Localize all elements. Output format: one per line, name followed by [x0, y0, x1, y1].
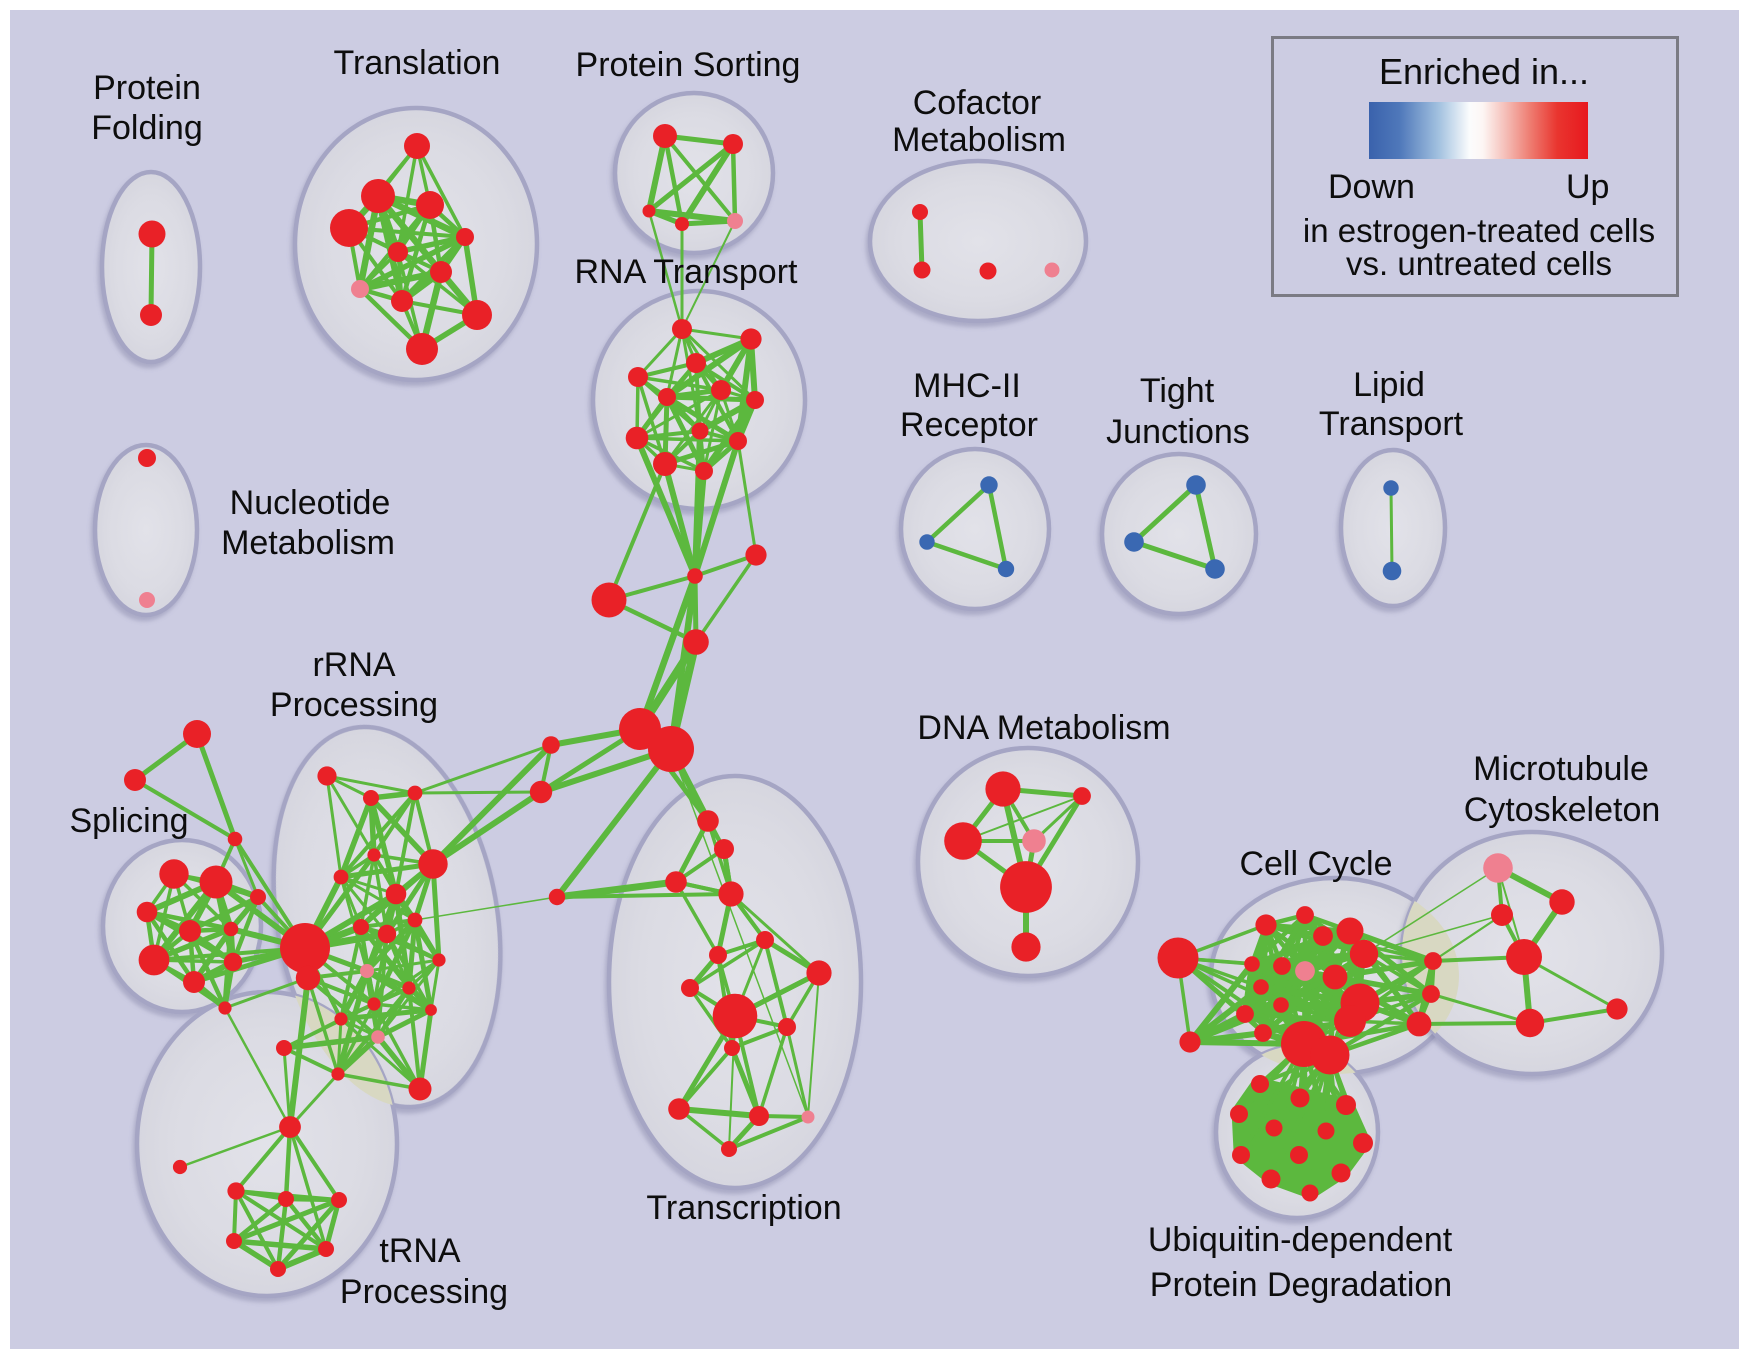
svg-text:Metabolism: Metabolism — [892, 121, 1066, 159]
svg-text:Lipid: Lipid — [1353, 366, 1425, 404]
svg-text:Protein Degradation: Protein Degradation — [1150, 1266, 1452, 1304]
svg-text:in estrogen-treated cells: in estrogen-treated cells — [1303, 212, 1655, 249]
svg-text:Enriched in...: Enriched in... — [1379, 51, 1589, 92]
svg-text:Splicing: Splicing — [69, 802, 188, 840]
svg-text:Transcription: Transcription — [646, 1189, 841, 1227]
svg-text:Transport: Transport — [1319, 405, 1464, 443]
svg-text:Receptor: Receptor — [900, 406, 1038, 444]
svg-text:RNA Transport: RNA Transport — [575, 253, 799, 291]
svg-text:Tight: Tight — [1140, 372, 1215, 410]
svg-text:Metabolism: Metabolism — [221, 524, 395, 562]
svg-text:vs. untreated cells: vs. untreated cells — [1346, 245, 1612, 282]
svg-text:Microtubule: Microtubule — [1473, 750, 1649, 788]
svg-text:Cytoskeleton: Cytoskeleton — [1464, 791, 1661, 829]
svg-text:Junctions: Junctions — [1106, 413, 1250, 451]
svg-text:Processing: Processing — [340, 1273, 508, 1311]
svg-text:rRNA: rRNA — [312, 646, 395, 684]
svg-text:Protein: Protein — [93, 69, 201, 107]
svg-text:Ubiquitin-dependent: Ubiquitin-dependent — [1148, 1221, 1453, 1259]
svg-text:tRNA: tRNA — [379, 1232, 461, 1270]
svg-text:Folding: Folding — [91, 109, 203, 147]
svg-text:DNA Metabolism: DNA Metabolism — [917, 709, 1170, 747]
svg-text:Processing: Processing — [270, 686, 438, 724]
svg-text:Cofactor: Cofactor — [913, 84, 1042, 122]
svg-text:Protein Sorting: Protein Sorting — [576, 46, 801, 84]
svg-text:Down: Down — [1328, 168, 1415, 206]
svg-text:Translation: Translation — [334, 44, 501, 82]
svg-text:Nucleotide: Nucleotide — [230, 484, 391, 522]
svg-text:Up: Up — [1566, 168, 1609, 206]
svg-text:MHC-II: MHC-II — [913, 367, 1021, 405]
svg-text:Cell Cycle: Cell Cycle — [1239, 845, 1392, 883]
